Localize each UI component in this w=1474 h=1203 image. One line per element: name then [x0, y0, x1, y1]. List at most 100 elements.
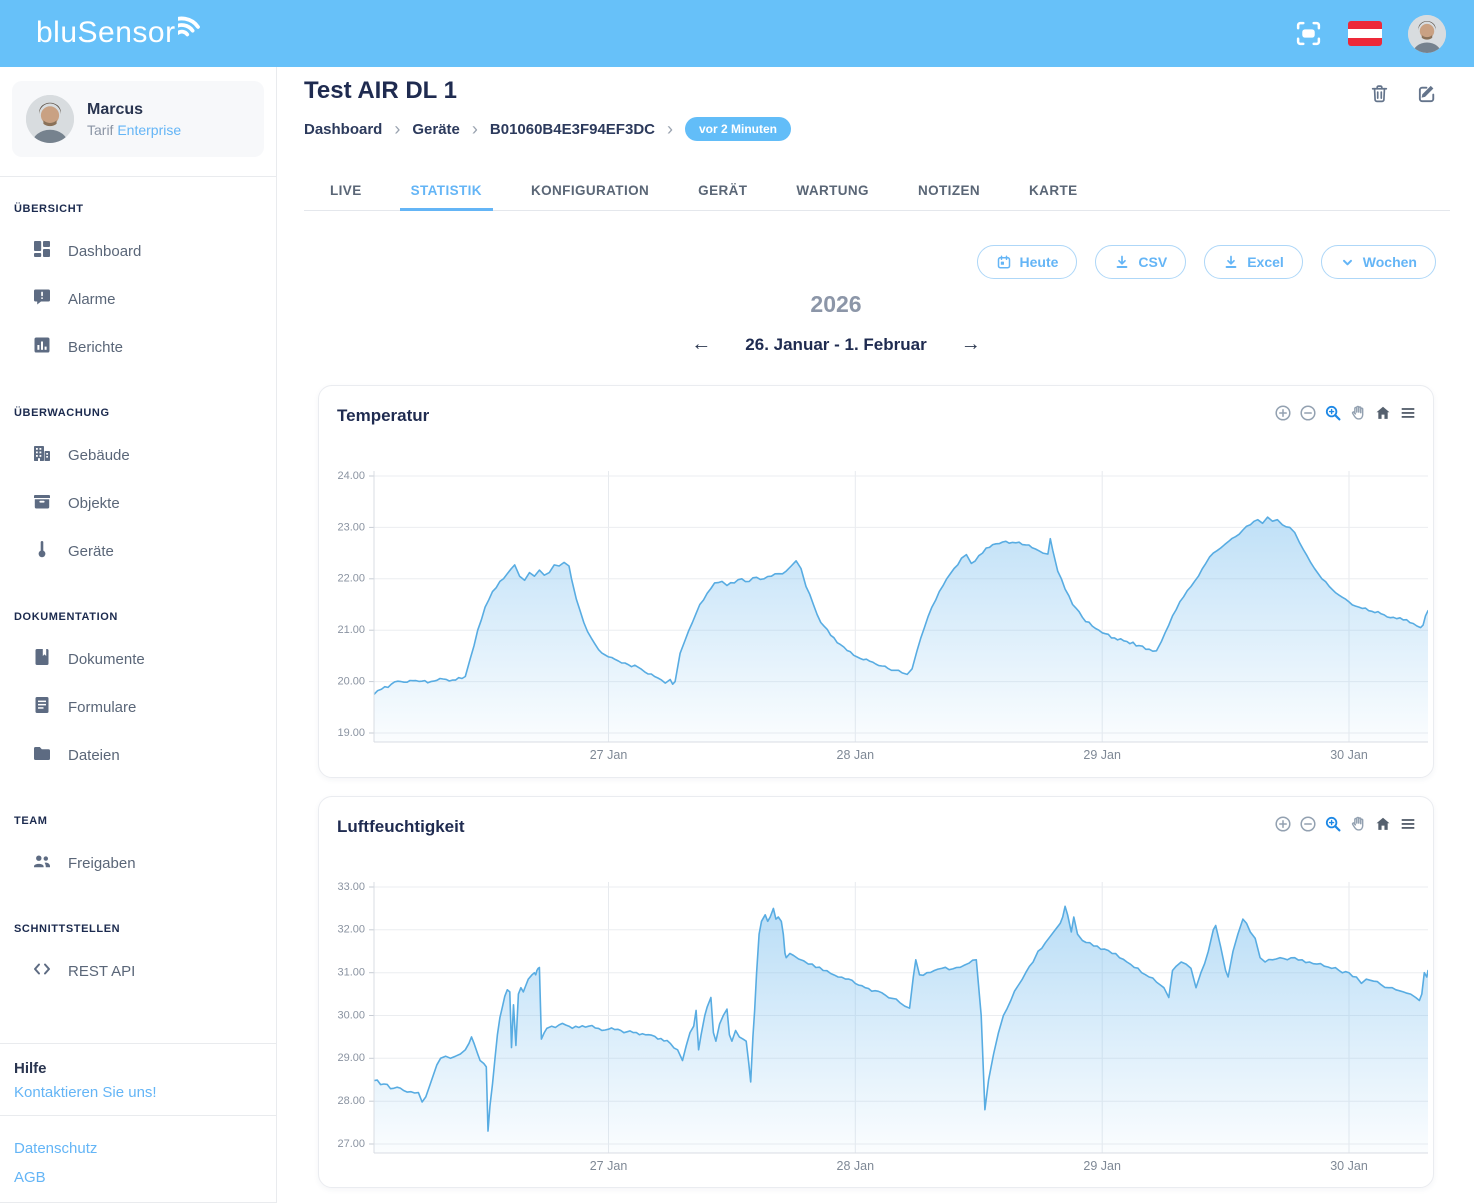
- svg-text:29 Jan: 29 Jan: [1083, 748, 1121, 762]
- menu-icon[interactable]: [1399, 815, 1417, 833]
- zoom-out-icon[interactable]: [1299, 404, 1317, 422]
- edit-device-button[interactable]: [1416, 83, 1438, 110]
- sidebar-item-label: Dashboard: [68, 242, 142, 260]
- prev-week-arrow[interactable]: ←: [691, 333, 712, 355]
- sidebar-item-label: Gebäude: [68, 446, 130, 464]
- profile-tariff: Tarif Enterprise: [87, 122, 181, 138]
- svg-text:28.00: 28.00: [337, 1095, 365, 1107]
- svg-text:19.00: 19.00: [337, 727, 365, 739]
- flag-stripe: [1348, 21, 1382, 30]
- legal-block: Datenschutz AGB: [0, 1115, 276, 1203]
- sidebar-item-objekte[interactable]: Objekte: [0, 479, 276, 527]
- today-button[interactable]: Heute: [976, 245, 1078, 279]
- calendar-icon: [997, 255, 1010, 269]
- svg-text:33.00: 33.00: [337, 881, 365, 893]
- svg-text:30.00: 30.00: [337, 1009, 365, 1021]
- range-select-button[interactable]: Wochen: [1320, 245, 1436, 279]
- sidebar-item-dokumente[interactable]: Dokumente: [0, 635, 276, 683]
- sidebar-item-alarme[interactable]: Alarme: [0, 275, 276, 323]
- tabs-row: LIVE STATISTIK KONFIGURATION GERÄT WARTUNG NO…: [304, 170, 1450, 211]
- book-icon: [32, 647, 52, 671]
- chart-title: Temperatur: [337, 406, 430, 425]
- zoom-out-icon[interactable]: [1299, 815, 1317, 833]
- tab-wartung[interactable]: WARTUNG: [796, 183, 869, 198]
- user-avatar[interactable]: [1408, 14, 1446, 53]
- sidebar-item-formulare[interactable]: Formulare: [0, 683, 276, 731]
- app-header: bluSensor: [0, 0, 1474, 67]
- sidebar-item-dateien[interactable]: Dateien: [0, 731, 276, 779]
- excel-label: Excel: [1247, 254, 1284, 270]
- svg-text:30 Jan: 30 Jan: [1330, 1159, 1368, 1173]
- sidebar-item-dashboard[interactable]: Dashboard: [0, 227, 276, 275]
- legal-link[interactable]: AGB: [14, 1169, 46, 1186]
- sidebar-item-ger-te[interactable]: Geräte: [0, 527, 276, 575]
- sidebar-item-label: Dokumente: [68, 650, 145, 668]
- sidebar-item-label: REST API: [68, 962, 136, 980]
- scan-icon[interactable]: [1295, 20, 1322, 47]
- svg-text:29.00: 29.00: [337, 1052, 365, 1064]
- svg-text:27 Jan: 27 Jan: [590, 1159, 628, 1173]
- tab-notizen[interactable]: NOTIZEN: [917, 183, 981, 198]
- svg-text:24.00: 24.00: [337, 470, 365, 482]
- chart-modebar: [1274, 404, 1417, 422]
- tab-gerät[interactable]: GERÄT: [698, 183, 748, 198]
- breadcrumb-separator: ›: [666, 118, 673, 139]
- sidebar-item-freigaben[interactable]: Freigaben: [0, 839, 276, 887]
- sidebar-nav: ÜBERSICHT Dashboard Alarme Berichte ÜBERWACH…: [0, 203, 276, 995]
- tab-statistik[interactable]: STATISTIK: [400, 170, 493, 211]
- sidebar-item-label: Objekte: [68, 494, 120, 512]
- reset-home-icon[interactable]: [1374, 815, 1392, 833]
- tab-live[interactable]: LIVE: [330, 183, 362, 198]
- profile-card[interactable]: Marcus Tarif Enterprise: [12, 81, 264, 157]
- temperature-chart-card: Temperatur 24.00 23.00 22.00 21.00 20.00 19.0…: [318, 385, 1434, 778]
- sidebar-item-label: Geräte: [68, 542, 114, 560]
- sidebar-item-label: Dateien: [68, 746, 120, 764]
- box-icon: [32, 491, 52, 515]
- reset-home-icon[interactable]: [1374, 404, 1392, 422]
- menu-icon[interactable]: [1399, 404, 1417, 422]
- excel-download-button[interactable]: Excel: [1204, 245, 1303, 279]
- flag-stripe: [1348, 29, 1382, 38]
- alarm-bubble-icon: [32, 287, 52, 311]
- delete-device-button[interactable]: [1369, 83, 1390, 110]
- breadcrumb-item[interactable]: Geräte: [412, 120, 460, 138]
- breadcrumb: Dashboard › Geräte › B01060B4E3F94EF3DC › vor …: [304, 117, 791, 141]
- tab-konfiguration[interactable]: KONFIGURATION: [530, 183, 650, 198]
- logo[interactable]: bluSensor: [36, 14, 212, 52]
- folder-icon: [32, 743, 52, 767]
- sidebar-item-rest-api[interactable]: REST API: [0, 947, 276, 995]
- sidebar-item-geb-ude[interactable]: Gebäude: [0, 431, 276, 479]
- breadcrumb-item: B01060B4E3F94EF3DC: [489, 120, 655, 138]
- tab-karte[interactable]: KARTE: [1029, 183, 1078, 198]
- csv-label: CSV: [1138, 254, 1168, 270]
- flag-stripe: [1348, 37, 1382, 46]
- date-range-label: 26. Januar - 1. Februar: [745, 334, 927, 354]
- svg-text:30 Jan: 30 Jan: [1330, 748, 1368, 762]
- zoom-in-icon[interactable]: [1274, 404, 1292, 422]
- logo-text: bluSensor: [36, 16, 176, 49]
- svg-text:27.00: 27.00: [337, 1138, 365, 1150]
- svg-text:21.00: 21.00: [337, 624, 365, 636]
- form-icon: [32, 695, 52, 719]
- sidebar-item-berichte[interactable]: Berichte: [0, 323, 276, 371]
- box-zoom-icon[interactable]: [1324, 404, 1342, 422]
- zoom-in-icon[interactable]: [1274, 815, 1292, 833]
- pan-icon[interactable]: [1349, 404, 1367, 422]
- code-icon: [32, 959, 52, 983]
- humidity-chart-canvas[interactable]: 33.00 32.00 31.00 30.00 29.00 28.00 27.00 27 Ja…: [319, 859, 1433, 1185]
- austria-flag-icon[interactable]: [1348, 21, 1382, 46]
- csv-download-button[interactable]: CSV: [1095, 245, 1187, 279]
- svg-text:27 Jan: 27 Jan: [590, 748, 628, 762]
- svg-text:22.00: 22.00: [337, 573, 365, 585]
- sidebar-item-label: Freigaben: [68, 854, 136, 872]
- pan-icon[interactable]: [1349, 815, 1367, 833]
- chart-toolbar: Heute CSV Excel Wochen: [976, 245, 1436, 279]
- nav-section-heading: SCHNITTSTELLEN: [14, 923, 121, 935]
- breadcrumb-item[interactable]: Dashboard: [304, 120, 383, 138]
- legal-link[interactable]: Datenschutz: [14, 1140, 98, 1157]
- temperature-chart-canvas[interactable]: 24.00 23.00 22.00 21.00 20.00 19.00 27 Jan 28 J…: [319, 448, 1433, 774]
- tariff-value: Enterprise: [117, 121, 182, 138]
- contact-link[interactable]: Kontaktieren Sie uns!: [14, 1084, 157, 1101]
- box-zoom-icon[interactable]: [1324, 815, 1342, 833]
- next-week-arrow[interactable]: →: [960, 333, 981, 355]
